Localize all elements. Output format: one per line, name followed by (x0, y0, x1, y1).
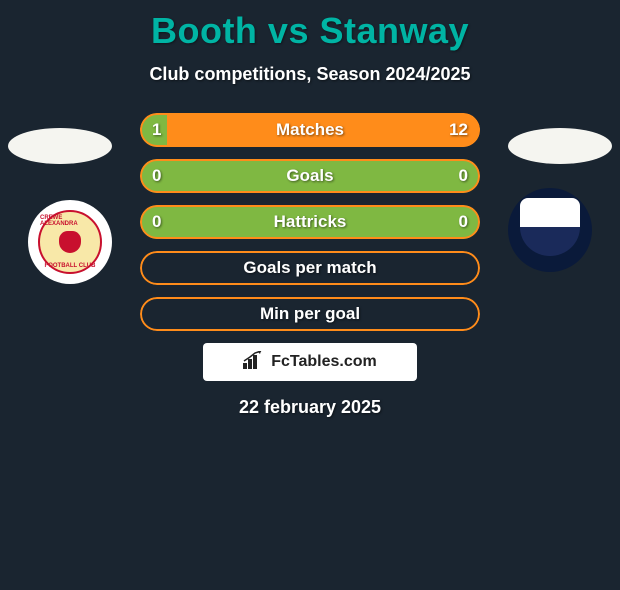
chart-icon (243, 351, 265, 374)
club-badge-right (508, 188, 592, 272)
stat-label: Matches (276, 120, 344, 140)
fctables-label: FcTables.com (271, 353, 377, 371)
stat-value-right: 0 (459, 212, 468, 232)
stat-row: Goals 0 0 (140, 159, 480, 193)
stat-value-right: 0 (459, 166, 468, 186)
stat-row: Hattricks 0 0 (140, 205, 480, 239)
stat-row: Goals per match (140, 251, 480, 285)
stat-value-left: 0 (152, 166, 161, 186)
player1-photo (8, 128, 112, 164)
date-label: 22 february 2025 (0, 397, 620, 418)
subtitle: Club competitions, Season 2024/2025 (0, 64, 620, 85)
club-badge-left: CREWE ALEXANDRA FOOTBALL CLUB (28, 200, 112, 284)
stat-label: Goals per match (243, 258, 376, 278)
stat-value-left: 1 (152, 120, 161, 140)
stat-value-right: 12 (449, 120, 468, 140)
page-title: Booth vs Stanway (0, 10, 620, 52)
stat-label: Hattricks (274, 212, 347, 232)
stats-bars: Matches 1 12 Goals 0 0 Hattricks 0 0 Goals per ma… (140, 113, 480, 331)
fctables-watermark: FcTables.com (203, 343, 417, 381)
stat-label: Goals (286, 166, 333, 186)
stat-label: Min per goal (260, 304, 360, 324)
stat-value-left: 0 (152, 212, 161, 232)
stat-row: Min per goal (140, 297, 480, 331)
stat-row: Matches 1 12 (140, 113, 480, 147)
player2-photo (508, 128, 612, 164)
